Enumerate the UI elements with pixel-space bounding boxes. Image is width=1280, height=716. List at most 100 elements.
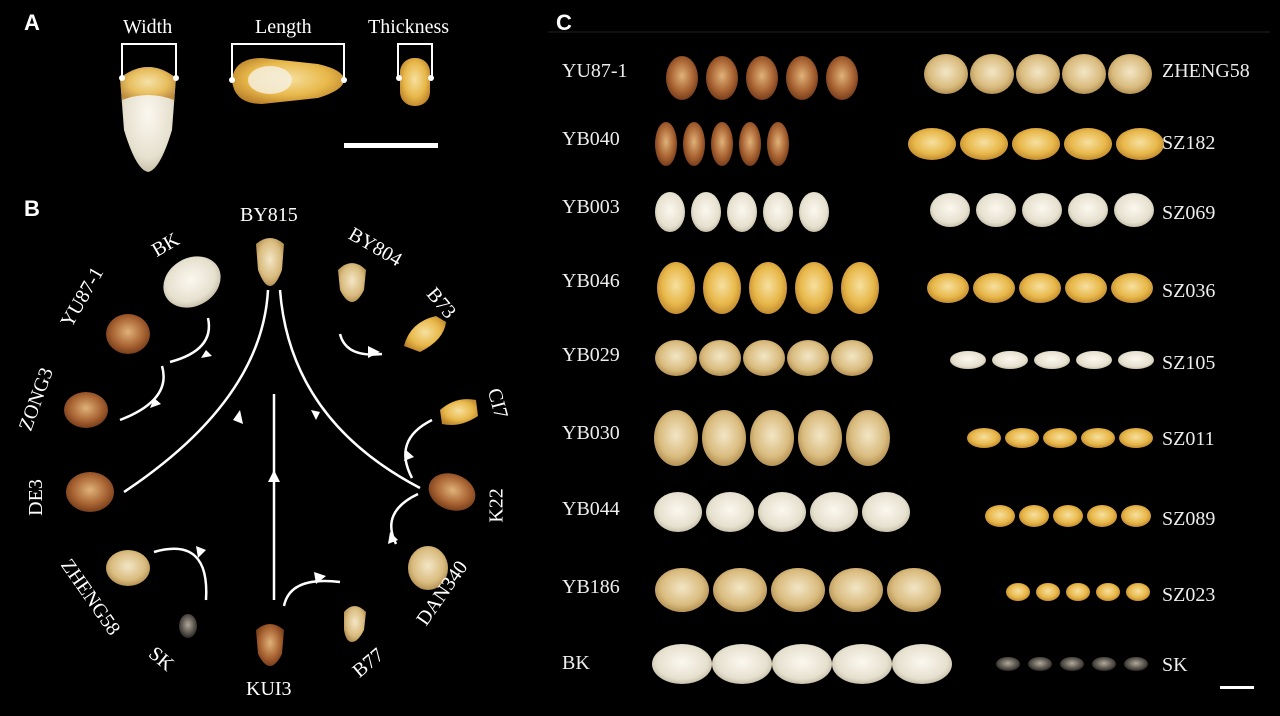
- left-row-kernel: [655, 192, 685, 232]
- right-row-kernel: [1068, 193, 1108, 227]
- right-row-kernel: [1016, 54, 1060, 94]
- right-row-kernel: [1092, 657, 1116, 671]
- right-row-kernel: [1065, 273, 1107, 303]
- label-kui3: KUI3: [246, 678, 292, 700]
- left-row-kernel: [691, 192, 721, 232]
- left-row-kernel: [831, 340, 873, 376]
- right-row-kernel: [1005, 428, 1039, 448]
- right-row-kernel: [1126, 583, 1150, 601]
- left-row-kernel: [727, 192, 757, 232]
- left-row-kernel: [706, 56, 738, 100]
- left-row-kernel: [763, 192, 793, 232]
- width-label: Width: [123, 16, 173, 38]
- right-row-kernel: [1064, 128, 1112, 160]
- right-row-kernel: [970, 54, 1014, 94]
- right-row-kernel: [1043, 428, 1077, 448]
- left-row-kernel: [772, 644, 832, 684]
- length-label: Length: [255, 16, 312, 38]
- right-row-kernel: [1028, 657, 1052, 671]
- right-row-kernel: [1019, 505, 1049, 527]
- label-k22: K22: [485, 488, 508, 523]
- label-by815: BY815: [240, 204, 298, 226]
- left-row-kernel: [654, 410, 698, 466]
- left-row-kernel: [787, 340, 829, 376]
- left-row-kernel: [758, 492, 806, 532]
- right-row-kernel: [1108, 54, 1152, 94]
- left-row-kernel: [887, 568, 941, 612]
- left-row-kernel: [713, 568, 767, 612]
- left-row-kernel: [786, 56, 818, 100]
- right-row-kernel: [1022, 193, 1062, 227]
- row-label-right-5: SZ105: [1162, 352, 1216, 374]
- thickness-label: Thickness: [368, 16, 450, 38]
- left-row-kernel: [862, 492, 910, 532]
- row-label-right-1: ZHENG58: [1162, 60, 1250, 82]
- right-row-kernel: [1062, 54, 1106, 94]
- left-row-kernel: [706, 492, 754, 532]
- left-row-kernel: [739, 122, 761, 166]
- left-row-kernel: [683, 122, 705, 166]
- panel-b-kernels: [64, 238, 478, 666]
- left-row-kernel: [750, 410, 794, 466]
- right-row-kernel: [1118, 351, 1154, 369]
- left-row-kernel: [798, 410, 842, 466]
- left-row-kernel: [832, 644, 892, 684]
- right-row-kernel: [1119, 428, 1153, 448]
- right-row-kernel: [1116, 128, 1164, 160]
- right-row-kernel: [1096, 583, 1120, 601]
- left-row-kernel: [654, 492, 702, 532]
- panel-c-letter: C: [556, 10, 572, 35]
- right-row-kernel: [1076, 351, 1112, 369]
- panel-a-kernels: [119, 43, 438, 172]
- left-row-kernel: [810, 492, 858, 532]
- left-row-kernel: [666, 56, 698, 100]
- right-row-kernel: [1012, 128, 1060, 160]
- row-label-right-2: SZ182: [1162, 132, 1216, 154]
- right-row-kernel: [1053, 505, 1083, 527]
- left-row-kernel: [743, 340, 785, 376]
- row-label-left-4: YB046: [562, 270, 620, 292]
- left-row-kernel: [712, 644, 772, 684]
- right-row-kernel: [927, 273, 969, 303]
- right-row-kernel: [996, 657, 1020, 671]
- right-row-kernel: [973, 273, 1015, 303]
- right-row-kernel: [967, 428, 1001, 448]
- right-row-kernel: [1121, 505, 1151, 527]
- left-row-kernel: [846, 410, 890, 466]
- right-row-kernel: [1034, 351, 1070, 369]
- left-row-kernel: [699, 340, 741, 376]
- left-row-kernel: [795, 262, 833, 314]
- left-row-kernel: [703, 262, 741, 314]
- row-label-left-3: YB003: [562, 196, 620, 218]
- right-row-kernel: [1111, 273, 1153, 303]
- panel-b-arrowheads: [150, 346, 414, 584]
- right-row-kernel: [1036, 583, 1060, 601]
- left-row-kernel: [767, 122, 789, 166]
- left-row-kernel: [771, 568, 825, 612]
- left-row-kernel: [655, 122, 677, 166]
- left-row-kernel: [799, 192, 829, 232]
- row-label-right-3: SZ069: [1162, 202, 1216, 224]
- right-row-kernel: [1066, 583, 1090, 601]
- right-row-kernel: [992, 351, 1028, 369]
- label-de3: DE3: [24, 479, 47, 516]
- right-row-kernel: [930, 193, 970, 227]
- left-row-kernel: [749, 262, 787, 314]
- left-row-kernel: [826, 56, 858, 100]
- row-label-right-6: SZ011: [1162, 428, 1215, 450]
- right-row-kernel: [1060, 657, 1084, 671]
- right-row-kernel: [985, 505, 1015, 527]
- left-row-kernel: [746, 56, 778, 100]
- row-label-left-8: YB186: [562, 576, 620, 598]
- panel-a-letter: A: [24, 10, 40, 35]
- left-row-kernel: [655, 568, 709, 612]
- right-row-kernel: [960, 128, 1008, 160]
- row-label-left-7: YB044: [562, 498, 620, 520]
- left-row-kernel: [702, 410, 746, 466]
- row-label-right-7: SZ089: [1162, 508, 1216, 530]
- row-label-right-4: SZ036: [1162, 280, 1216, 302]
- right-row-kernel: [1006, 583, 1030, 601]
- left-row-kernel: [829, 568, 883, 612]
- row-label-left-1: YU87-1: [562, 60, 628, 82]
- left-row-kernel: [652, 644, 712, 684]
